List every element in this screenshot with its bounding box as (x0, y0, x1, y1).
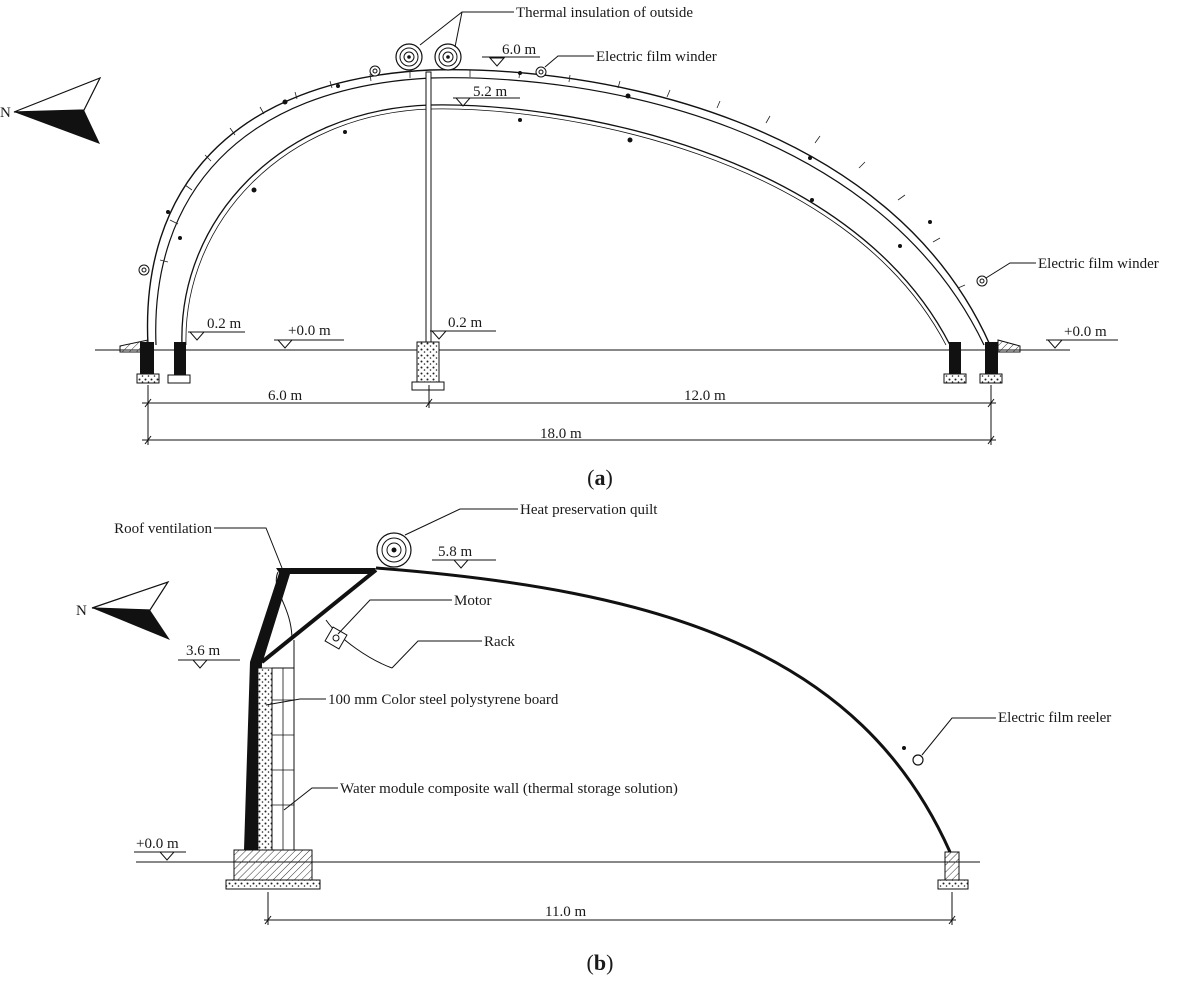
elev-right-ground: +0.0 m (1064, 324, 1107, 340)
north-arrow-b-icon (91, 580, 170, 640)
leader-film-reeler (921, 717, 996, 756)
label-film-reeler: Electric film reeler (998, 710, 1111, 726)
film-reeler-icon (902, 746, 924, 766)
elev-ridge-inner: 5.2 m (473, 84, 508, 100)
polystyrene-board (257, 667, 273, 851)
roof-rafter (260, 568, 378, 664)
insulation-roll-left-icon (395, 43, 423, 71)
elev-mid: 0.2 m (448, 315, 483, 331)
south-foundation-b (937, 851, 969, 890)
vent-flap (275, 571, 293, 641)
label-thermal-insulation: Thermal insulation of outside (516, 5, 693, 21)
arch-truss-hatch (159, 70, 966, 289)
leader-roof-ventilation (214, 527, 283, 569)
right-foundation-inner (943, 342, 967, 384)
rack-curve (325, 619, 393, 669)
leader-board (265, 698, 326, 706)
label-board: 100 mm Color steel polystyrene board (328, 692, 559, 708)
film-winder-right-icon (976, 275, 988, 287)
dim-span-b: 11.0 m (545, 904, 586, 920)
insulation-roll-right-icon (434, 43, 462, 71)
inner-arch-line (185, 108, 947, 346)
elevation-ridge-outer-marker (482, 56, 540, 67)
north-label: N (0, 105, 11, 121)
dim-left: 6.0 m (268, 388, 303, 404)
dim-total: 18.0 m (540, 426, 582, 442)
left-foundation-inner (167, 342, 191, 384)
main-arch-b (375, 566, 952, 853)
elevation-right-ground-marker (1046, 339, 1118, 349)
elev-ridge-outer: 6.0 m (502, 42, 537, 58)
label-heat-quilt: Heat preservation quilt (520, 502, 658, 518)
caption-a: (a) (587, 465, 613, 490)
elevation-wall-marker (178, 659, 240, 669)
elev-ridge-b: 5.8 m (438, 544, 473, 560)
left-foundation-outer (119, 339, 160, 384)
motor-icon (324, 626, 348, 650)
leader-thermal-insulation (419, 11, 514, 46)
leader-film-winder-right (985, 262, 1036, 279)
film-winder-left-icon (138, 264, 150, 276)
center-post (425, 71, 432, 343)
elev-left-ground: +0.0 m (288, 323, 331, 339)
label-motor: Motor (454, 593, 492, 609)
elev-left: 0.2 m (207, 316, 242, 332)
label-film-winder-top: Electric film winder (596, 49, 717, 65)
elevation-left-ground-marker (274, 339, 344, 349)
dimension-lines-b (264, 892, 956, 925)
elevation-ridge-inner-marker (453, 97, 520, 107)
caption-b: (b) (587, 950, 614, 975)
elevation-ridge-b-marker (432, 559, 496, 569)
elev-wall: 3.6 m (186, 643, 221, 659)
north-label-b: N (76, 603, 87, 619)
label-rack: Rack (484, 634, 515, 650)
outer-arch-inner-line (155, 77, 985, 346)
elevation-mid-marker (430, 330, 496, 340)
label-roof-ventilation: Roof ventilation (114, 521, 212, 537)
north-arrow-icon (13, 76, 102, 144)
film-winder-top-right-icon (535, 66, 547, 78)
inner-arch (181, 104, 951, 346)
roof-ventilation-panel (276, 568, 376, 574)
leader-thermal-insulation-2 (454, 11, 463, 48)
center-foundation (411, 341, 445, 391)
leader-rack (391, 640, 482, 669)
label-film-winder-right: Electric film winder (1038, 256, 1159, 272)
elevation-ground-b-marker (134, 851, 186, 861)
film-winder-top-icon (369, 65, 381, 77)
outer-arch (146, 68, 991, 346)
panel-a: N (0, 5, 1159, 490)
north-wall-foundation (225, 849, 321, 890)
leader-heat-quilt (404, 508, 518, 536)
dim-right: 12.0 m (684, 388, 726, 404)
panel-b: N (76, 502, 1111, 975)
water-module-segments (272, 668, 294, 850)
label-wall: Water module composite wall (thermal sto… (340, 781, 678, 797)
right-foundation-outer (979, 339, 1021, 384)
elev-ground-b: +0.0 m (136, 836, 179, 852)
elevation-left-marker (188, 331, 245, 341)
arch-fastener-dots (166, 71, 932, 248)
dimension-lines-a (142, 385, 996, 445)
heat-quilt-roll-icon (376, 532, 412, 568)
leader-motor (337, 599, 452, 635)
north-wall (244, 570, 290, 850)
leader-wall (283, 787, 338, 811)
leader-film-winder-top (544, 55, 594, 68)
